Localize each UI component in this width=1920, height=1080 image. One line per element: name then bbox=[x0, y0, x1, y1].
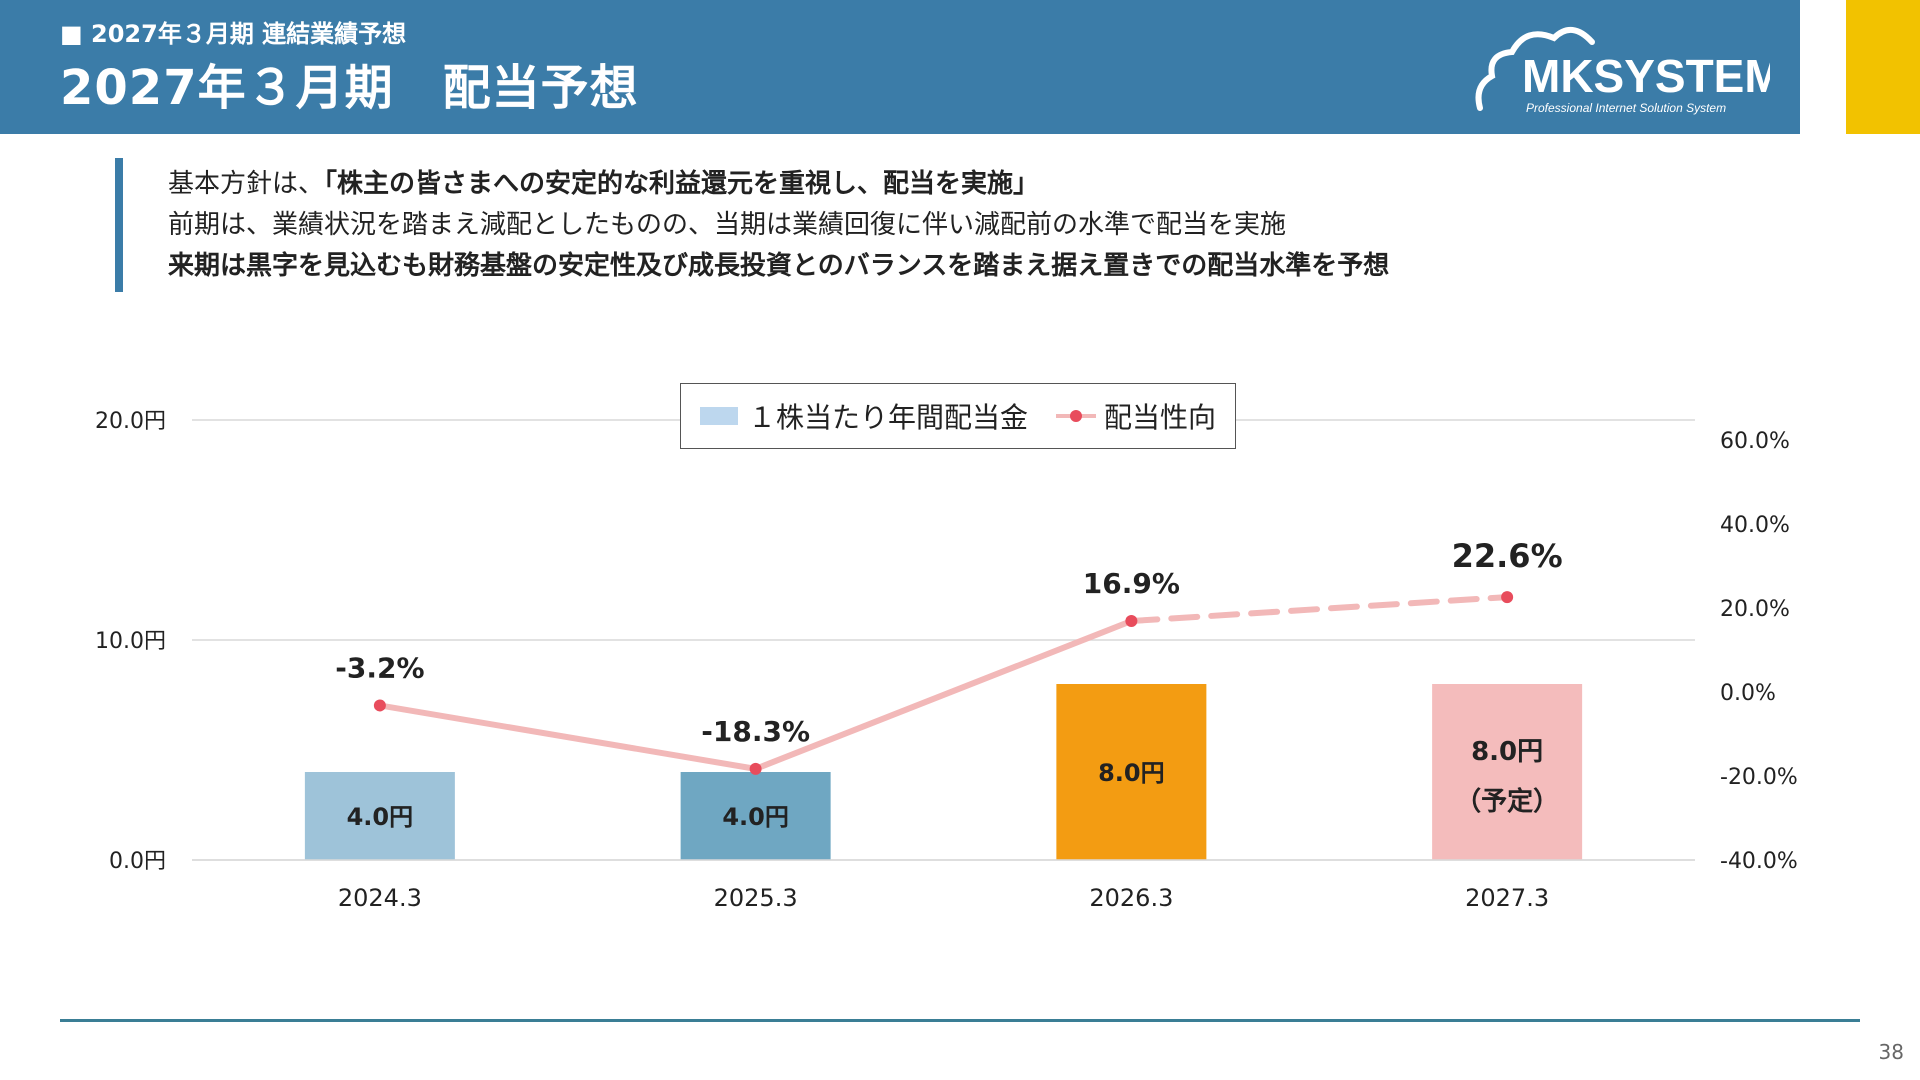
x-axis-tick-label: 2026.3 bbox=[1089, 884, 1173, 912]
x-axis-tick-label: 2024.3 bbox=[338, 884, 422, 912]
right-axis-tick-label: -20.0% bbox=[1720, 765, 1798, 790]
page-number: 38 bbox=[1878, 1040, 1904, 1064]
x-axis-tick-label: 2027.3 bbox=[1465, 884, 1549, 912]
line-value-label: -18.3% bbox=[701, 715, 810, 748]
bar-value-label: 4.0円 bbox=[722, 803, 789, 831]
line-segment bbox=[752, 618, 1135, 772]
legend-bar-swatch bbox=[699, 407, 738, 425]
left-axis-tick-label: 10.0円 bbox=[95, 629, 166, 654]
policy-line-1: 基本方針は、「株主の皆さまへの安定的な利益還元を重視し、配当を実施」 bbox=[168, 169, 1040, 199]
line-segment bbox=[376, 702, 759, 772]
legend-bar-label: １株当たり年間配当金 bbox=[747, 401, 1028, 434]
line-value-label: -3.2% bbox=[335, 651, 424, 684]
right-axis-tick-label: 20.0% bbox=[1720, 597, 1790, 622]
line-value-label: 22.6% bbox=[1452, 537, 1563, 575]
bar-note-label: （予定） bbox=[1455, 786, 1559, 817]
policy-marker bbox=[115, 158, 123, 292]
bar-value-label: 8.0円 bbox=[1471, 737, 1543, 767]
left-axis-tick-label: 0.0円 bbox=[109, 849, 166, 874]
company-logo: MKSYSTEM Professional Internet Solution … bbox=[1475, 27, 1770, 115]
legend-line-swatch bbox=[1056, 406, 1096, 426]
line-point bbox=[373, 699, 386, 712]
policy-text: 基本方針は、「株主の皆さまへの安定的な利益還元を重視し、配当を実施」 前期は、業… bbox=[168, 164, 1389, 287]
bar bbox=[680, 772, 831, 860]
policy-line-3: 来期は黒字を見込むも財務基盤の安定性及び成長投資とのバランスを踏まえ据え置きでの… bbox=[168, 251, 1390, 281]
bar-value-label: 4.0円 bbox=[347, 803, 414, 831]
right-axis-tick-label: 0.0% bbox=[1720, 681, 1776, 706]
page-title: 2027年３月期 配当予想 bbox=[60, 60, 639, 116]
chart-legend: １株当たり年間配当金 配当性向 bbox=[680, 383, 1236, 449]
line-point bbox=[1125, 615, 1138, 628]
x-axis-tick-label: 2025.3 bbox=[714, 884, 798, 912]
bottom-divider bbox=[60, 1019, 1860, 1022]
line-point bbox=[749, 762, 762, 775]
right-axis-tick-label: 40.0% bbox=[1720, 513, 1790, 538]
left-axis-tick-label: 20.0円 bbox=[95, 409, 166, 434]
bar-value-label: 8.0円 bbox=[1098, 759, 1165, 787]
logo-tagline: Professional Internet Solution System bbox=[1526, 101, 1726, 115]
right-axis-tick-label: 60.0% bbox=[1720, 429, 1790, 454]
policy-line-2: 前期は、業績状況を踏まえ減配としたものの、当期は業績回復に伴い減配前の水準で配当… bbox=[168, 210, 1287, 240]
bar bbox=[1056, 684, 1207, 860]
accent-block bbox=[1846, 0, 1920, 134]
legend-line-label: 配当性向 bbox=[1104, 401, 1217, 434]
right-axis-tick-label: -40.0% bbox=[1720, 849, 1798, 874]
bar bbox=[304, 772, 455, 860]
dividend-chart: 0.0円 10.0円 20.0円 -40.0% -20.0% 0.0% 20.0% 40.0%… bbox=[95, 409, 1798, 912]
bar bbox=[1432, 684, 1583, 860]
logo-wordmark: MKSYSTEM bbox=[1522, 50, 1770, 102]
line-segment bbox=[1128, 594, 1511, 625]
line-value-label: 16.9% bbox=[1083, 567, 1180, 600]
line-point bbox=[1501, 591, 1514, 604]
header-band: ■ 2027年３月期 連結業績予想 2027年３月期 配当予想 MKSYSTEM… bbox=[0, 0, 1800, 134]
section-subtitle: ■ 2027年３月期 連結業績予想 bbox=[60, 20, 407, 48]
